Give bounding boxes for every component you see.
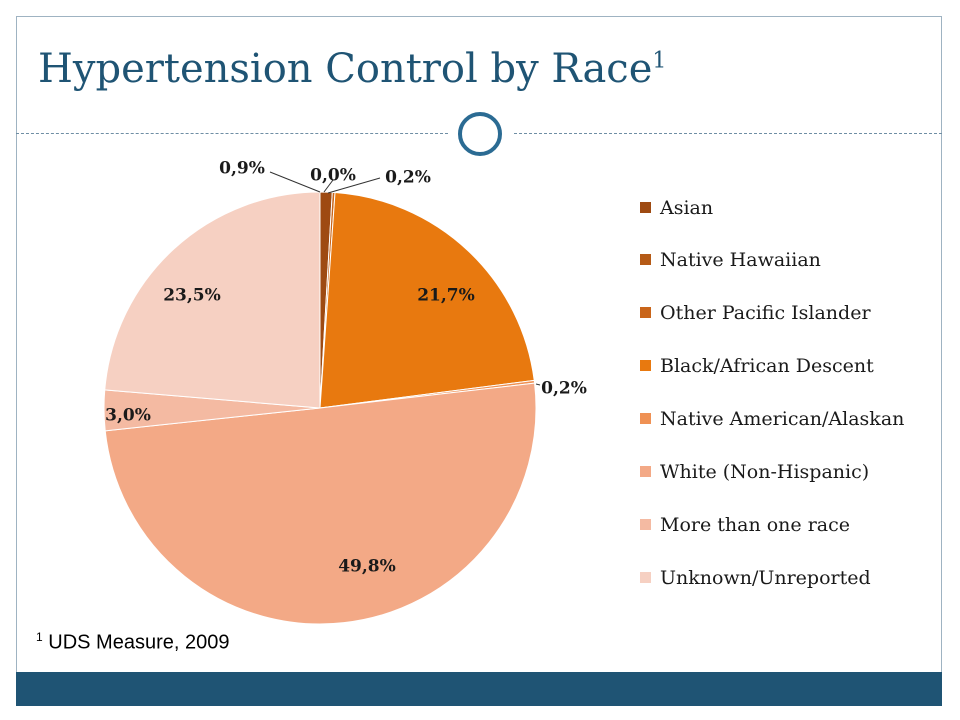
legend-swatch <box>640 572 651 583</box>
legend-label: Unknown/Unreported <box>660 567 871 589</box>
data-labels: 0,9% 0,0% 0,2% 21,7% 0,2% 49,8% 3,0% 23,5% <box>105 159 587 577</box>
legend-label: Other Pacific Islander <box>660 302 871 324</box>
footnote-text: UDS Measure, 2009 <box>48 631 230 654</box>
legend-swatch <box>640 413 651 424</box>
slide-title: Hypertension Control by Race1 <box>38 46 666 92</box>
legend-label: More than one race <box>660 514 850 536</box>
bottom-bar <box>16 672 942 706</box>
data-label: 0,2% <box>385 168 431 188</box>
legend-label: Black/African Descent <box>660 355 874 377</box>
legend-item: Native Hawaiian <box>640 248 930 273</box>
legend-item: Other Pacific Islander <box>640 301 930 326</box>
legend-swatch <box>640 254 651 265</box>
pie-slice-white-non-hispanic- <box>104 382 537 625</box>
title-text: Hypertension Control by Race <box>38 46 653 92</box>
leader-lines <box>269 171 541 386</box>
legend-label: Native Hawaiian <box>660 249 821 271</box>
legend-item: White (Non-Hispanic) <box>640 460 930 485</box>
legend-swatch <box>640 519 651 530</box>
legend-label: Native American/Alaskan <box>660 408 905 430</box>
legend-label: Asian <box>660 197 714 219</box>
leader-line <box>323 179 334 193</box>
data-label: 3,0% <box>105 406 151 426</box>
legend-item: More than one race <box>640 513 930 538</box>
leader-line <box>269 171 321 193</box>
leader-line <box>327 177 381 194</box>
data-label: 21,7% <box>417 286 475 306</box>
pie-slice-unknown-unreported <box>104 191 321 409</box>
pie-slices <box>103 191 537 625</box>
legend-item: Native American/Alaskan <box>640 407 930 432</box>
data-label: 0,9% <box>219 159 265 179</box>
title-divider-right <box>514 133 942 134</box>
footnote: 1 UDS Measure, 2009 <box>36 630 229 655</box>
legend-label: White (Non-Hispanic) <box>660 461 870 483</box>
data-label: 49,8% <box>338 557 396 577</box>
leader-line <box>535 383 541 386</box>
data-label: 23,5% <box>163 286 221 306</box>
legend-item: Unknown/Unreported <box>640 566 930 591</box>
pie-slice-black-african-descent <box>319 191 535 409</box>
legend-swatch <box>640 307 651 318</box>
footnote-marker: 1 <box>36 630 43 644</box>
data-label: 0,0% <box>310 166 356 186</box>
legend-item: Asian <box>640 196 930 221</box>
legend-swatch <box>640 360 651 371</box>
data-label: 0,2% <box>541 379 587 399</box>
divider-ring-ornament <box>458 112 502 156</box>
legend-item: Black/African Descent <box>640 354 930 379</box>
legend-swatch <box>640 202 651 213</box>
legend-swatch <box>640 466 651 477</box>
title-divider-left <box>16 133 448 134</box>
title-superscript: 1 <box>652 48 667 74</box>
